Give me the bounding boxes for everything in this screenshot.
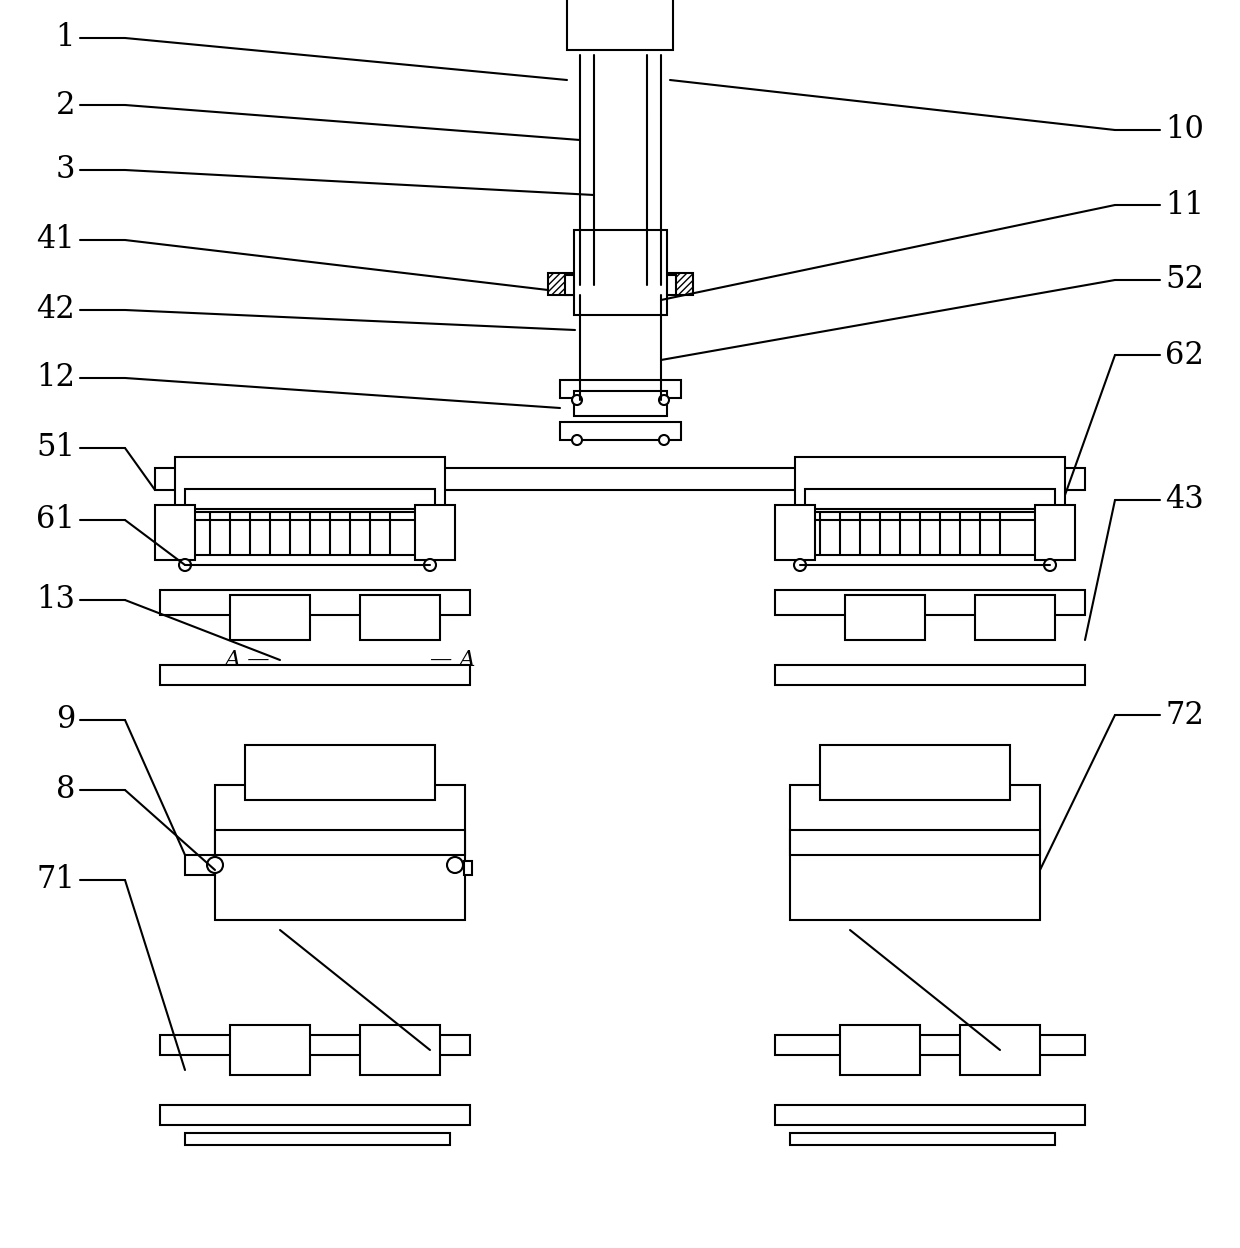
Bar bbox=[185, 855, 215, 875]
Text: 9: 9 bbox=[56, 705, 74, 735]
Circle shape bbox=[446, 857, 463, 874]
Circle shape bbox=[794, 559, 806, 572]
Bar bbox=[790, 830, 1040, 855]
Text: 13: 13 bbox=[36, 584, 74, 615]
Bar bbox=[560, 422, 681, 441]
Bar bbox=[215, 785, 465, 920]
Bar bbox=[775, 1104, 1085, 1124]
Text: 41: 41 bbox=[36, 225, 74, 256]
Circle shape bbox=[424, 559, 436, 572]
Text: 12: 12 bbox=[36, 362, 74, 393]
Bar bbox=[548, 273, 693, 295]
Bar bbox=[775, 665, 1085, 685]
Bar bbox=[775, 1035, 1085, 1055]
Text: 2: 2 bbox=[56, 90, 74, 121]
Bar bbox=[839, 1025, 920, 1075]
Circle shape bbox=[658, 436, 670, 446]
Bar bbox=[567, 0, 673, 50]
Circle shape bbox=[658, 396, 670, 406]
Bar bbox=[160, 665, 470, 685]
Bar bbox=[360, 595, 440, 640]
Text: 51: 51 bbox=[36, 433, 74, 463]
Text: 42: 42 bbox=[36, 295, 74, 326]
Bar bbox=[790, 1133, 1055, 1144]
Bar bbox=[820, 745, 1011, 800]
Text: 1: 1 bbox=[56, 22, 74, 54]
Bar bbox=[560, 379, 681, 398]
Circle shape bbox=[1044, 559, 1056, 572]
Text: A —: A — bbox=[224, 649, 270, 671]
Bar bbox=[415, 505, 455, 560]
Bar bbox=[215, 830, 465, 855]
Text: 10: 10 bbox=[1166, 115, 1204, 146]
Bar bbox=[574, 391, 667, 416]
Circle shape bbox=[572, 396, 582, 406]
Bar bbox=[155, 468, 1085, 490]
Text: 8: 8 bbox=[56, 775, 74, 805]
Circle shape bbox=[207, 857, 223, 874]
Bar bbox=[175, 520, 445, 555]
Bar bbox=[160, 1104, 470, 1124]
Bar bbox=[160, 1035, 470, 1055]
Text: 71: 71 bbox=[36, 865, 74, 896]
Bar bbox=[844, 595, 925, 640]
Circle shape bbox=[572, 436, 582, 446]
Bar bbox=[229, 1025, 310, 1075]
Bar bbox=[229, 595, 310, 640]
Bar bbox=[960, 1025, 1040, 1075]
Text: 72: 72 bbox=[1166, 699, 1204, 730]
Bar bbox=[805, 489, 1055, 509]
Text: 62: 62 bbox=[1166, 339, 1204, 371]
Bar bbox=[185, 1133, 450, 1144]
Bar bbox=[360, 1025, 440, 1075]
Bar bbox=[775, 505, 815, 560]
Text: 43: 43 bbox=[1166, 484, 1204, 515]
Bar bbox=[160, 590, 470, 615]
Text: 3: 3 bbox=[56, 155, 74, 186]
Bar bbox=[246, 745, 435, 800]
Bar bbox=[155, 505, 195, 560]
Bar bbox=[795, 457, 1065, 512]
Bar bbox=[565, 275, 676, 295]
Text: 52: 52 bbox=[1166, 265, 1204, 296]
Bar bbox=[185, 489, 435, 509]
Text: 11: 11 bbox=[1166, 190, 1204, 221]
Bar bbox=[975, 595, 1055, 640]
Text: — A: — A bbox=[430, 649, 475, 671]
Bar bbox=[795, 520, 1065, 555]
Text: 61: 61 bbox=[36, 504, 74, 535]
Bar bbox=[574, 230, 667, 314]
Bar bbox=[175, 457, 445, 512]
Bar bbox=[464, 861, 472, 875]
Bar bbox=[775, 590, 1085, 615]
Bar bbox=[790, 785, 1040, 920]
Bar bbox=[1035, 505, 1075, 560]
Circle shape bbox=[179, 559, 191, 572]
